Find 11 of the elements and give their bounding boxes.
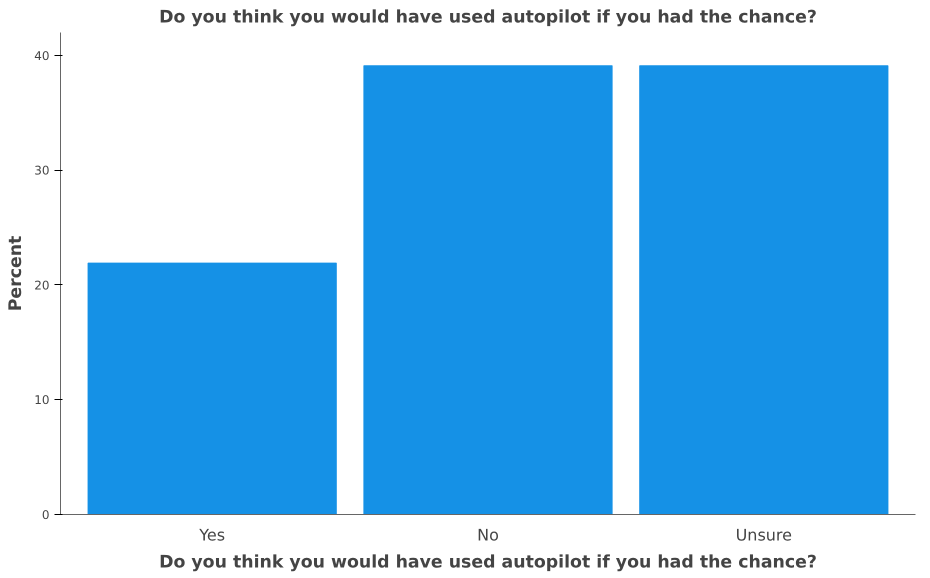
y-axis-title: Percent bbox=[6, 236, 26, 312]
x-axis-title: Do you think you would have used autopilot if you had the chance? bbox=[159, 552, 817, 572]
x-tick-label: Unsure bbox=[736, 526, 792, 544]
y-tick-label: 0 bbox=[42, 508, 50, 522]
x-tick-label: Yes bbox=[198, 526, 226, 544]
y-tick-label: 20 bbox=[34, 278, 50, 292]
y-tick-label: 40 bbox=[34, 48, 50, 63]
chart-title: Do you think you would have used autopilot if you had the chance? bbox=[159, 8, 817, 28]
y-tick-label: 30 bbox=[34, 164, 50, 178]
x-tick-label: No bbox=[477, 526, 499, 544]
y-tick-label: 10 bbox=[34, 393, 50, 408]
